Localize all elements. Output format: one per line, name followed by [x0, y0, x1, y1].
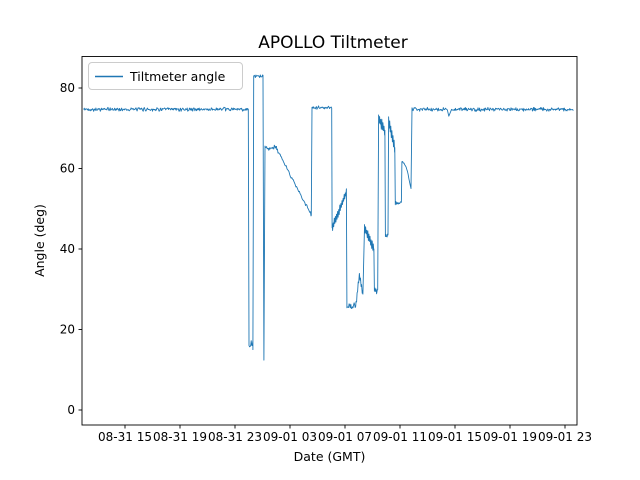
y-tick-label: 0 — [67, 403, 75, 417]
y-axis-label: Angle (deg) — [32, 204, 47, 277]
x-tick-label: 08-31 15 — [98, 430, 152, 444]
tiltmeter-series-line — [83, 74, 574, 361]
legend-box — [88, 62, 243, 90]
chart-title: APOLLO Tiltmeter — [258, 33, 408, 53]
x-tick-label: 09-01 19 — [483, 430, 537, 444]
x-tick-label: 09-01 15 — [428, 430, 482, 444]
x-tick-label: 09-01 03 — [263, 430, 317, 444]
x-tick-label: 09-01 07 — [318, 430, 372, 444]
x-tick-label: 09-01 11 — [373, 430, 427, 444]
x-tick-label: 08-31 23 — [208, 430, 262, 444]
legend: Tiltmeter angle — [88, 62, 243, 90]
y-axis-ticks: 0 20 40 60 80 — [60, 81, 82, 417]
x-axis-ticks: 08-31 15 08-31 19 08-31 23 09-01 03 09-01 07… — [98, 425, 592, 444]
x-axis-label: Date (GMT) — [294, 449, 366, 464]
plot-border — [81, 56, 578, 426]
x-tick-label: 09-01 23 — [538, 430, 592, 444]
y-tick-label: 60 — [60, 162, 75, 176]
y-tick-label: 20 — [60, 323, 75, 337]
x-tick-label: 08-31 19 — [153, 430, 207, 444]
y-tick-label: 80 — [60, 81, 75, 95]
legend-entry-label: Tiltmeter angle — [129, 69, 226, 84]
y-tick-label: 40 — [60, 242, 75, 256]
